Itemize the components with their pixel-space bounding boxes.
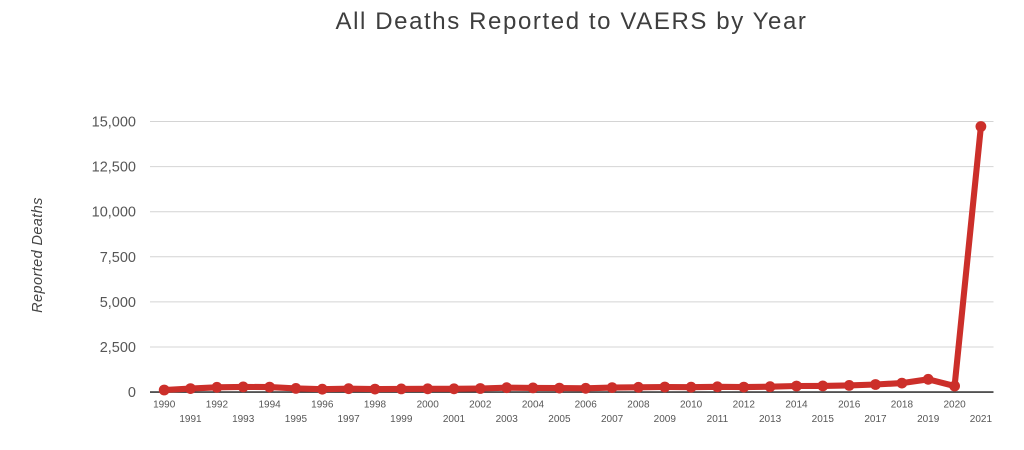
svg-text:2020: 2020 bbox=[943, 400, 966, 411]
svg-text:2003: 2003 bbox=[496, 414, 519, 425]
svg-text:2011: 2011 bbox=[707, 414, 729, 425]
svg-text:2010: 2010 bbox=[680, 400, 703, 411]
svg-text:1997: 1997 bbox=[337, 414, 360, 425]
svg-text:2001: 2001 bbox=[443, 414, 466, 425]
svg-text:1991: 1991 bbox=[179, 414, 202, 425]
svg-text:2004: 2004 bbox=[522, 400, 545, 411]
svg-text:2009: 2009 bbox=[654, 414, 677, 425]
svg-text:1996: 1996 bbox=[311, 400, 334, 411]
svg-text:1993: 1993 bbox=[232, 414, 255, 425]
svg-text:2005: 2005 bbox=[548, 414, 571, 425]
svg-text:2015: 2015 bbox=[812, 414, 835, 425]
svg-text:2006: 2006 bbox=[575, 400, 598, 411]
svg-text:2000: 2000 bbox=[417, 400, 440, 411]
svg-text:2019: 2019 bbox=[917, 414, 940, 425]
svg-text:2012: 2012 bbox=[733, 400, 756, 411]
svg-text:2014: 2014 bbox=[785, 400, 808, 411]
svg-text:1999: 1999 bbox=[390, 414, 413, 425]
svg-text:1994: 1994 bbox=[258, 400, 281, 411]
svg-text:2008: 2008 bbox=[627, 400, 650, 411]
svg-text:2013: 2013 bbox=[759, 414, 782, 425]
svg-text:2007: 2007 bbox=[601, 414, 624, 425]
svg-text:1990: 1990 bbox=[153, 400, 176, 411]
svg-text:2021: 2021 bbox=[970, 414, 993, 425]
svg-text:2017: 2017 bbox=[864, 414, 887, 425]
svg-text:12,500: 12,500 bbox=[92, 160, 136, 176]
svg-text:2018: 2018 bbox=[891, 400, 914, 411]
svg-text:1992: 1992 bbox=[206, 400, 229, 411]
svg-text:1998: 1998 bbox=[364, 400, 387, 411]
svg-text:15,000: 15,000 bbox=[92, 115, 136, 131]
svg-text:1995: 1995 bbox=[285, 414, 308, 425]
svg-text:0: 0 bbox=[128, 385, 136, 401]
svg-text:2002: 2002 bbox=[469, 400, 492, 411]
svg-text:5,000: 5,000 bbox=[100, 295, 136, 311]
svg-text:10,000: 10,000 bbox=[92, 205, 136, 221]
svg-text:7,500: 7,500 bbox=[100, 250, 136, 266]
svg-text:2,500: 2,500 bbox=[100, 340, 136, 356]
svg-text:2016: 2016 bbox=[838, 400, 861, 411]
